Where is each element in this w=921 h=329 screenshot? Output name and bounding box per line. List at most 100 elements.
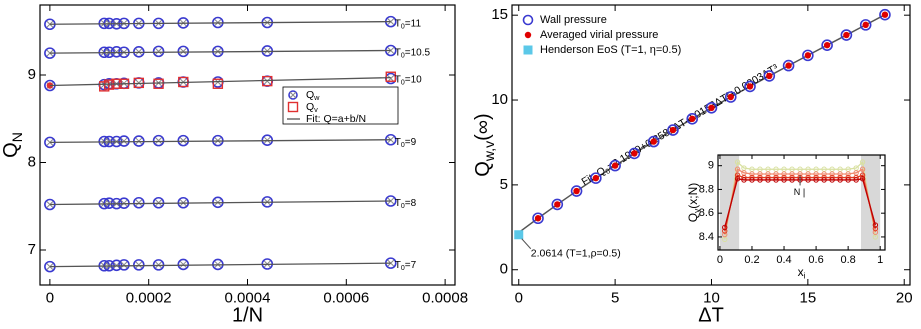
y-tick-label: 10 xyxy=(491,91,508,108)
point xyxy=(631,150,638,157)
point-ring xyxy=(821,39,833,51)
profile-point xyxy=(734,166,741,172)
profile-point xyxy=(722,224,728,231)
fit-line xyxy=(49,262,391,268)
y-axis-label-part: w,v xyxy=(481,141,497,162)
legend-label: Averaged virial pressure xyxy=(540,29,658,41)
point-cross xyxy=(289,91,297,99)
point xyxy=(532,212,544,225)
y-tick-label: 8 xyxy=(28,153,36,170)
profile-point xyxy=(773,177,779,183)
fit-line xyxy=(49,49,391,54)
x-tick-label: 0.0002 xyxy=(126,289,172,306)
profile-point xyxy=(765,177,771,183)
y-axis-label: Qv(x;N) xyxy=(686,183,702,223)
curve-label-part: 0 xyxy=(401,142,405,149)
legend-label-part: w xyxy=(313,93,320,102)
profile-point xyxy=(859,166,866,172)
legend-label-part: Q xyxy=(306,101,314,113)
fit-line xyxy=(49,20,391,25)
point xyxy=(177,258,190,271)
x-axis-label-part: i xyxy=(804,271,806,281)
point xyxy=(744,80,756,93)
point xyxy=(152,45,165,58)
curve-label-part: T xyxy=(395,136,401,147)
point-ring xyxy=(782,59,795,72)
point xyxy=(821,39,833,51)
profile-line xyxy=(724,168,877,235)
y-axis-label-part: N xyxy=(9,132,25,142)
legend-label-part: Q xyxy=(306,89,314,101)
point-ring xyxy=(133,196,145,209)
profile-point xyxy=(781,171,787,177)
profile-point xyxy=(749,171,755,177)
curve-label-part: 0 xyxy=(401,52,405,59)
profile-point xyxy=(741,177,747,183)
y-tick-label: 8.8 xyxy=(699,183,714,195)
point xyxy=(785,62,792,69)
plot-frame xyxy=(717,154,886,251)
point-ring xyxy=(879,8,891,21)
point xyxy=(522,14,534,26)
y-axis-label-part: Q xyxy=(472,161,494,177)
plot-frame xyxy=(511,4,911,286)
point xyxy=(287,101,299,113)
point-ring xyxy=(152,134,165,147)
point xyxy=(843,31,850,39)
curve-label: T0=8 xyxy=(395,198,417,210)
profile-point xyxy=(781,177,787,183)
curve-label-part: T xyxy=(395,198,401,209)
point xyxy=(667,124,679,136)
point xyxy=(288,90,298,100)
profile-point xyxy=(837,171,843,177)
y-tick-label: 0 xyxy=(500,261,508,278)
profile-line xyxy=(724,160,877,240)
point xyxy=(133,196,145,209)
x-axis-label-part: 1/N xyxy=(232,305,263,327)
curve-label: T0=11 xyxy=(395,18,422,30)
x-tick-label: 0 xyxy=(717,254,723,266)
point-ring xyxy=(724,91,737,103)
profile-point xyxy=(859,176,866,182)
annotation: N xyxy=(794,187,801,197)
legend-label: Henderson EoS (T=1, η=0.5) xyxy=(540,44,681,56)
curve-label: T0=7 xyxy=(395,260,417,272)
y-axis-label: Qw,v(∞) xyxy=(472,113,496,176)
x-tick-label: 0.0006 xyxy=(323,289,369,306)
profile-point xyxy=(853,177,859,183)
point xyxy=(177,45,190,58)
point xyxy=(570,185,583,197)
point-ring xyxy=(177,134,190,147)
point xyxy=(724,91,737,103)
point-ring xyxy=(532,212,544,225)
point-ring xyxy=(522,14,534,26)
profile-point xyxy=(757,177,763,183)
point xyxy=(385,71,396,82)
y-axis-label-part: (x;N) xyxy=(686,183,700,209)
profile-point xyxy=(837,177,843,183)
point xyxy=(823,41,831,49)
point-ring xyxy=(152,45,165,58)
x-axis-label: ΔT xyxy=(698,305,724,327)
profile-point xyxy=(872,229,879,235)
point xyxy=(152,134,165,147)
profile-point xyxy=(872,222,879,228)
profile-point xyxy=(749,177,755,183)
profile-point xyxy=(789,171,795,177)
point xyxy=(763,70,776,82)
profile-point xyxy=(734,176,741,182)
curve-label-part: T xyxy=(395,47,401,58)
x-tick-label: 15 xyxy=(800,289,817,306)
curve-label-part: =11 xyxy=(405,18,422,29)
point xyxy=(879,8,891,21)
point-cross xyxy=(135,261,143,269)
point-ring xyxy=(133,259,145,271)
point xyxy=(862,21,869,29)
point xyxy=(177,134,190,147)
point xyxy=(686,113,699,125)
x-tick-label: 0.0004 xyxy=(225,289,271,306)
fit-line xyxy=(49,76,391,87)
point xyxy=(840,29,853,41)
profile-point xyxy=(773,171,779,177)
fit-line xyxy=(49,200,391,206)
